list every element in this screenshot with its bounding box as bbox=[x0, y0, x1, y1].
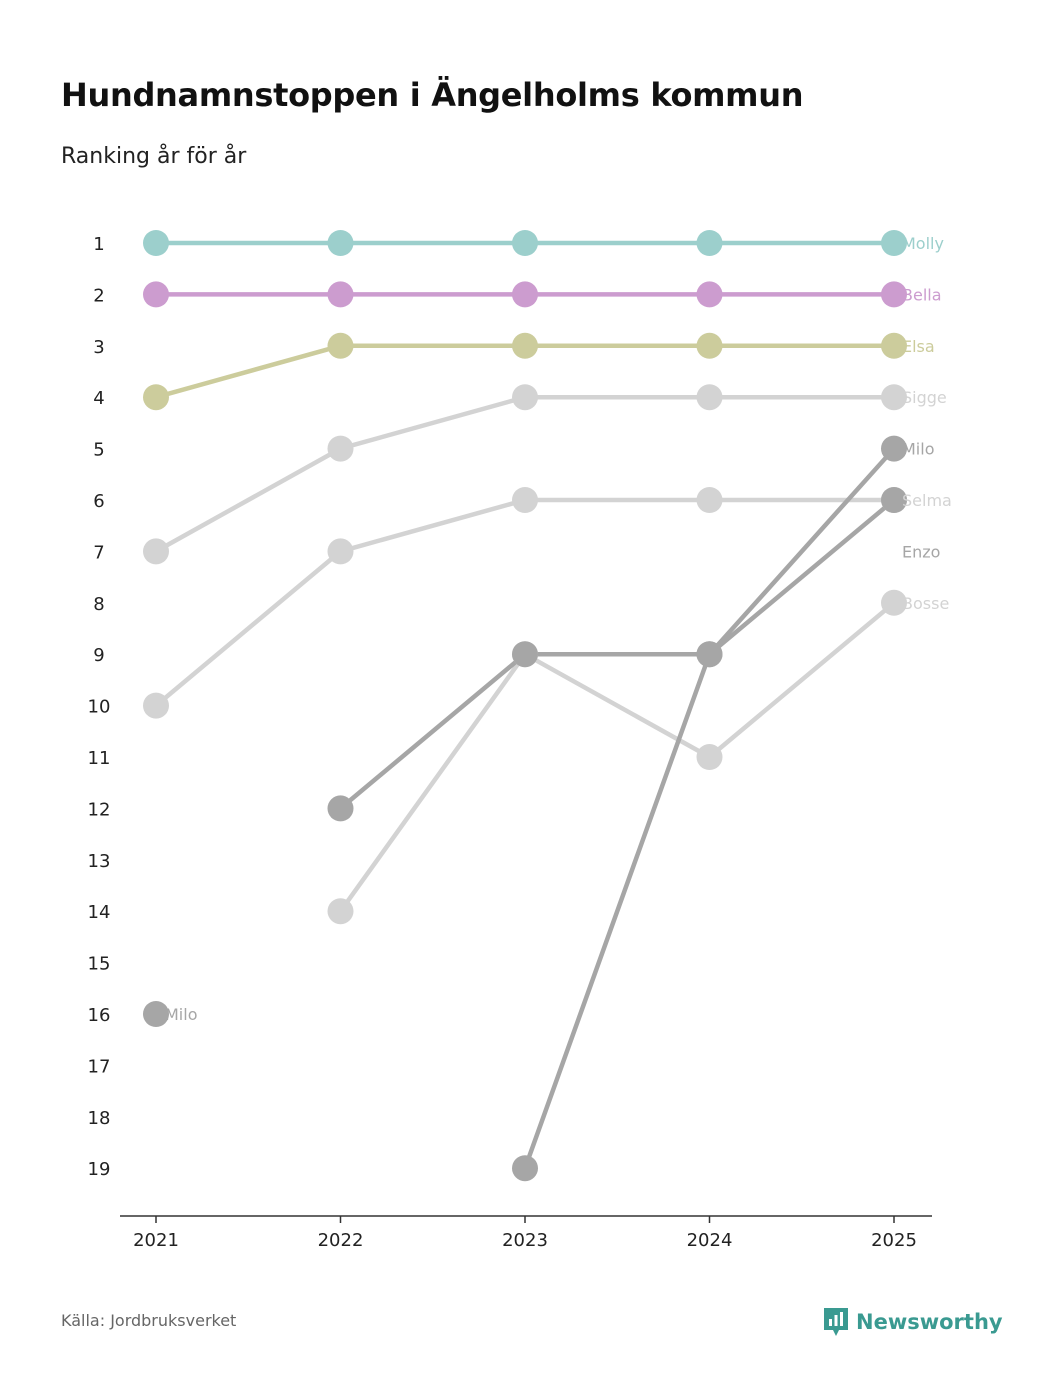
data-point-bella bbox=[327, 281, 354, 308]
end-label-bella: Bella bbox=[902, 285, 942, 304]
end-label-bosse: Bosse bbox=[902, 594, 949, 613]
y-tick-label: 4 bbox=[93, 388, 104, 409]
data-point-bella bbox=[881, 281, 907, 308]
data-point-elsa bbox=[143, 384, 169, 411]
series-line-sigge bbox=[338, 394, 528, 451]
series-line-enzo bbox=[338, 651, 528, 811]
y-tick-label: 12 bbox=[88, 799, 111, 820]
y-tick-label: 19 bbox=[88, 1159, 111, 1180]
end-label-molly: Molly bbox=[902, 234, 944, 253]
series-line-enzo bbox=[707, 497, 897, 657]
data-point-molly bbox=[512, 230, 538, 256]
data-point-bella bbox=[143, 281, 169, 308]
data-point-molly bbox=[696, 230, 723, 256]
series-lines bbox=[153, 240, 897, 1171]
end-label-milo: Milo bbox=[902, 440, 934, 459]
series-line-selma bbox=[153, 549, 343, 708]
data-point-bosse bbox=[881, 589, 907, 616]
data-point-sigge bbox=[512, 384, 538, 411]
data-point-milo bbox=[881, 435, 907, 462]
y-tick-label: 16 bbox=[88, 1005, 111, 1026]
y-tick-label: 8 bbox=[93, 594, 104, 615]
newsworthy-logo-icon bbox=[824, 1308, 848, 1336]
y-tick-label: 1 bbox=[93, 234, 104, 255]
y-tick-label: 11 bbox=[88, 748, 111, 769]
y-tick-label: 7 bbox=[93, 542, 104, 563]
data-point-milo bbox=[143, 1001, 169, 1027]
y-tick-label: 18 bbox=[88, 1108, 111, 1129]
data-point-bosse bbox=[327, 898, 354, 925]
data-point-elsa bbox=[512, 332, 538, 359]
data-point-elsa bbox=[327, 332, 354, 359]
y-tick-label: 13 bbox=[88, 851, 111, 872]
data-point-selma bbox=[512, 487, 538, 513]
x-tick-label: 2022 bbox=[318, 1230, 364, 1251]
x-tick-label: 2021 bbox=[133, 1230, 179, 1251]
y-tick-label: 9 bbox=[93, 645, 104, 666]
data-point-sigge bbox=[881, 384, 907, 411]
data-point-molly bbox=[143, 230, 169, 256]
source-note: Källa: Jordbruksverket bbox=[61, 1311, 237, 1330]
data-point-enzo bbox=[512, 641, 538, 668]
data-point-elsa bbox=[881, 332, 907, 359]
data-point-selma bbox=[143, 692, 169, 719]
y-tick-label: 2 bbox=[93, 285, 104, 306]
series-line-elsa bbox=[153, 343, 343, 400]
start-label-milo: Milo bbox=[165, 1005, 197, 1024]
data-point-enzo bbox=[327, 795, 354, 822]
y-tick-label: 14 bbox=[88, 902, 111, 923]
data-point-selma bbox=[327, 538, 354, 565]
series-line-bosse bbox=[522, 651, 712, 760]
data-point-enzo bbox=[881, 487, 907, 513]
data-point-bella bbox=[696, 281, 723, 308]
data-point-bella bbox=[512, 281, 538, 308]
data-point-elsa bbox=[696, 332, 723, 359]
series-line-bosse bbox=[707, 600, 897, 760]
data-point-molly bbox=[881, 230, 907, 256]
series-line-milo bbox=[522, 651, 712, 1171]
chart-title: Hundnamnstoppen i Ängelholms kommun bbox=[61, 76, 804, 114]
y-tick-label: 5 bbox=[93, 440, 104, 461]
series-points bbox=[143, 230, 907, 1182]
series-line-sigge bbox=[153, 446, 343, 554]
data-point-milo bbox=[696, 641, 723, 668]
brand-name: Newsworthy bbox=[856, 1310, 1003, 1334]
data-point-sigge bbox=[696, 384, 723, 411]
data-point-molly bbox=[327, 230, 354, 256]
series-line-milo bbox=[707, 446, 897, 657]
brand-logo: Newsworthy bbox=[822, 1306, 1003, 1338]
y-tick-label: 6 bbox=[93, 491, 104, 512]
y-tick-label: 17 bbox=[88, 1056, 111, 1077]
end-label-sigge: Sigge bbox=[902, 388, 947, 407]
chart-subtitle: Ranking år för år bbox=[61, 144, 247, 169]
data-point-bosse bbox=[696, 744, 723, 770]
data-point-sigge bbox=[143, 538, 169, 565]
series-labels: Bosse Selma Sigge Enzo Milo Milo Elsa Bella Moll… bbox=[165, 234, 952, 1024]
end-label-selma: Selma bbox=[902, 491, 952, 510]
series-line-bosse bbox=[338, 651, 528, 914]
data-point-milo bbox=[512, 1155, 538, 1182]
x-tick-label: 2025 bbox=[871, 1230, 917, 1251]
x-axis: 2021 2022 2023 2024 2025 bbox=[120, 1215, 932, 1251]
end-label-elsa: Elsa bbox=[902, 337, 935, 356]
series-line-selma bbox=[338, 497, 528, 554]
data-point-sigge bbox=[327, 435, 354, 462]
x-tick-label: 2024 bbox=[687, 1230, 733, 1251]
x-tick-label: 2023 bbox=[502, 1230, 548, 1251]
y-tick-label: 10 bbox=[88, 697, 111, 718]
y-tick-label: 15 bbox=[88, 954, 111, 975]
data-point-selma bbox=[696, 487, 723, 513]
y-tick-label: 3 bbox=[93, 337, 104, 358]
end-label-enzo: Enzo bbox=[902, 542, 940, 561]
